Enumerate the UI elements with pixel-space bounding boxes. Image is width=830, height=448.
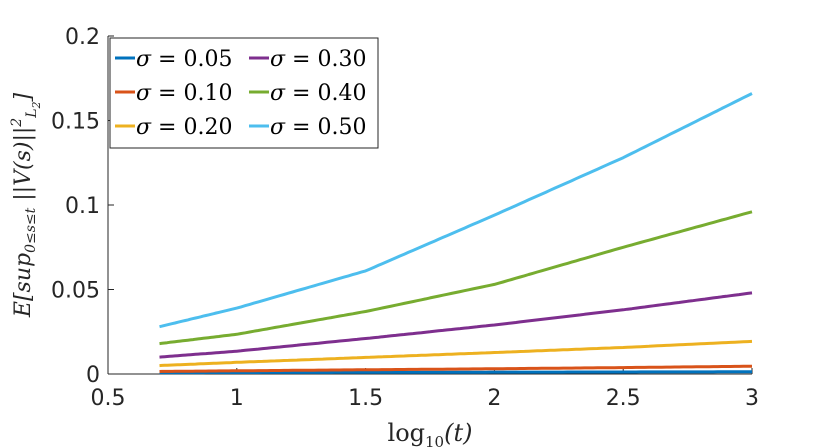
- x-tick-label: 1: [230, 386, 244, 411]
- y-tick-label: 0.1: [65, 194, 100, 219]
- series-line-5: [159, 92, 753, 329]
- y-tick-label: 0.15: [51, 110, 100, 135]
- x-tick-label: 2.5: [606, 386, 641, 411]
- y-tick-label: 0: [86, 363, 100, 388]
- legend-box: [109, 37, 379, 149]
- series-line-0: [159, 370, 752, 375]
- x-tick-label: 1.5: [348, 386, 383, 411]
- series-line-4: [159, 210, 753, 346]
- series-line-3: [159, 291, 753, 359]
- legend-entry-label: σ = 0.20: [136, 115, 232, 140]
- legend-entry-label: σ = 0.10: [136, 81, 232, 106]
- x-tick-label: 2: [487, 386, 501, 411]
- legend-entry-label: σ = 0.05: [136, 47, 232, 72]
- series-lines: [159, 92, 753, 375]
- series-line-1: [159, 364, 753, 373]
- y-tick-label: 0.2: [65, 25, 100, 50]
- x-axis-label: log10(t): [388, 419, 473, 448]
- legend-entry-label: σ = 0.50: [270, 115, 366, 140]
- legend-entry-label: σ = 0.40: [270, 81, 366, 106]
- x-tick-label: 3: [745, 386, 759, 411]
- legend: σ = 0.05 σ = 0.10 σ = 0.20 σ = 0.30 σ = 0.40…: [109, 37, 379, 149]
- x-ticks: 0.5 1 1.5 2 2.5 3: [91, 368, 759, 411]
- legend-entry-label: σ = 0.30: [270, 47, 366, 72]
- series-line-2: [159, 339, 753, 368]
- y-axis-label: E[sup0≤s≤t ||V(s)||2L2]: [9, 93, 43, 319]
- y-ticks: 0 0.05 0.1 0.15 0.2: [51, 25, 114, 388]
- y-tick-label: 0.05: [51, 279, 100, 304]
- x-tick-label: 0.5: [91, 386, 126, 411]
